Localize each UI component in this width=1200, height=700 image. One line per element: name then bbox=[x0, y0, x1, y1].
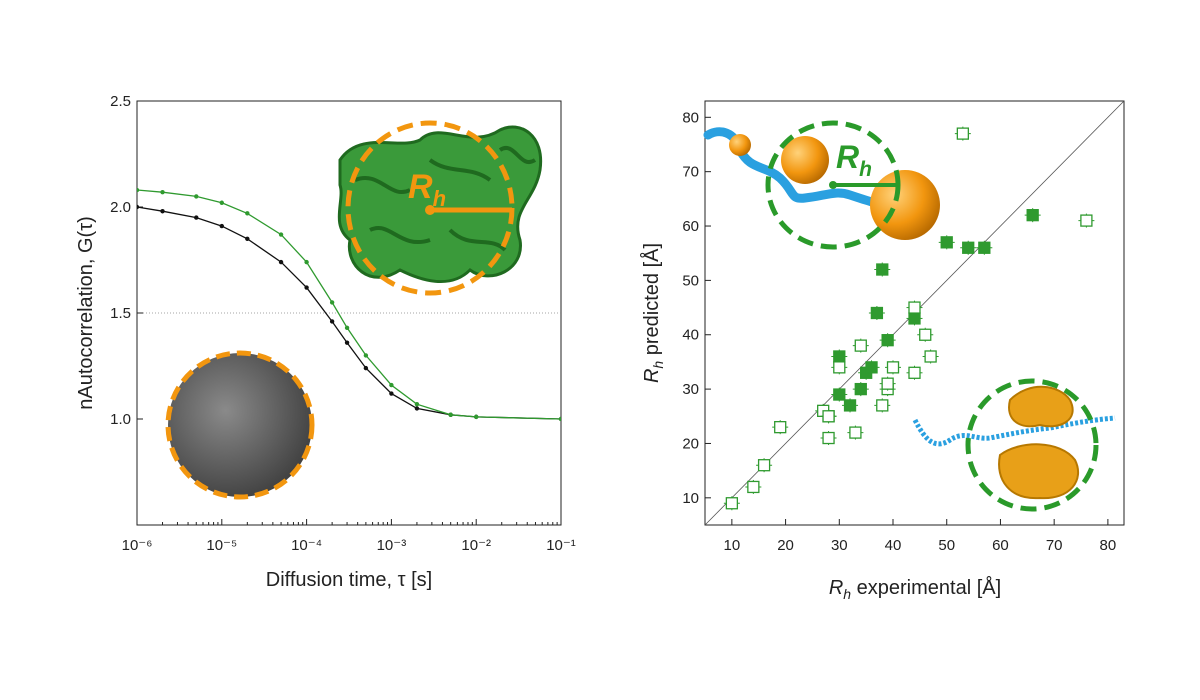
right-y-tick-label: 70 bbox=[682, 164, 699, 181]
data-point-green bbox=[245, 211, 250, 216]
right-rh-label: Rh bbox=[836, 139, 872, 181]
filled-square-point bbox=[876, 263, 889, 276]
right-x-tick-label: 10 bbox=[724, 537, 741, 554]
left-x-tick-label: 10⁻⁵ bbox=[206, 537, 237, 554]
open-square-point bbox=[956, 127, 969, 140]
open-square-point bbox=[1080, 214, 1093, 227]
data-point-green bbox=[363, 353, 369, 358]
open-square-point bbox=[881, 377, 894, 390]
right-y-label-text: Rh predicted [Å] bbox=[640, 243, 666, 383]
right-x-tick-label: 50 bbox=[938, 537, 955, 554]
right-plot-frame bbox=[704, 100, 1125, 526]
open-square-point bbox=[725, 497, 739, 510]
data-point-green bbox=[448, 412, 453, 417]
multidomain-protein-orange-icon bbox=[912, 378, 1116, 512]
right-y-tick-label: 30 bbox=[682, 381, 699, 398]
data-point-black bbox=[245, 236, 250, 241]
data-point-green bbox=[194, 194, 199, 199]
open-square-point bbox=[833, 361, 846, 374]
data-point-black bbox=[219, 223, 224, 229]
right-x-tick-label: 80 bbox=[1100, 537, 1117, 554]
data-point-green bbox=[414, 401, 420, 407]
right-y-tick-label: 60 bbox=[682, 218, 699, 235]
open-square-point bbox=[854, 339, 867, 352]
globular-protein-gray-sphere-icon bbox=[165, 350, 315, 500]
filled-square-point bbox=[833, 350, 846, 363]
filled-square-point bbox=[881, 334, 894, 347]
rh-comparison-chart: 10 20 30 40 50 60 70 80 10 20 30 40 50 60 70 80 Rh Rh e… bbox=[640, 100, 1125, 602]
data-point-green bbox=[160, 189, 165, 195]
right-y-tick-label: 20 bbox=[682, 435, 699, 452]
open-square-point bbox=[822, 431, 835, 445]
left-y-tick-label: 1.0 bbox=[110, 411, 131, 428]
left-x-label: Diffusion time, τ [s] bbox=[266, 569, 432, 591]
data-point-black bbox=[304, 285, 309, 290]
open-square-point bbox=[876, 399, 889, 412]
right-x-tick-label: 60 bbox=[992, 537, 1009, 554]
left-x-tick-label: 10⁻⁴ bbox=[291, 537, 322, 554]
right-x-tick-label: 30 bbox=[831, 537, 848, 554]
polymer-chain-blue-orange-icon: Rh bbox=[703, 120, 940, 250]
right-y-tick-label: 80 bbox=[682, 109, 699, 126]
filled-square-point bbox=[843, 399, 857, 412]
right-y-label: Rh predicted [Å] bbox=[640, 243, 666, 383]
right-y-tick-label: 50 bbox=[682, 272, 699, 289]
filled-square-point bbox=[865, 361, 878, 374]
data-point-green bbox=[389, 382, 394, 388]
data-point-black bbox=[137, 204, 140, 210]
data-point-green bbox=[344, 325, 350, 331]
data-point-green bbox=[278, 232, 284, 237]
right-x-tick-label: 40 bbox=[885, 537, 902, 554]
open-square-point bbox=[919, 328, 932, 341]
data-point-black bbox=[278, 259, 284, 265]
data-point-black bbox=[389, 391, 394, 396]
data-point-green bbox=[329, 300, 335, 305]
data-point-black bbox=[160, 209, 165, 214]
data-point-black bbox=[363, 365, 369, 371]
right-y-tick-label: 40 bbox=[682, 327, 699, 344]
filled-square-point bbox=[870, 306, 884, 320]
left-y-tick-label: 2.0 bbox=[110, 199, 131, 216]
data-point-black bbox=[194, 215, 199, 220]
right-x-label: Rh experimental [Å] bbox=[829, 576, 1001, 602]
open-square-point bbox=[886, 361, 900, 374]
filled-square-point bbox=[962, 241, 975, 254]
fcs-autocorrelation-chart: 10⁻⁶ 10⁻⁵ 10⁻⁴ 10⁻³ 10⁻² 10⁻¹1.01.52.02.5 Rh … bbox=[75, 93, 576, 591]
open-square-point bbox=[908, 301, 921, 314]
disordered-protein-green-surface-icon: Rh bbox=[337, 120, 543, 296]
left-y-label: nAutocorrelation, G(τ) bbox=[75, 216, 97, 410]
open-square-point bbox=[924, 350, 937, 363]
right-x-tick-label: 70 bbox=[1046, 537, 1063, 554]
right-y-tick-label: 10 bbox=[682, 490, 699, 507]
data-point-green bbox=[219, 200, 224, 205]
open-square-point bbox=[747, 480, 760, 494]
filled-square-point bbox=[854, 382, 867, 396]
left-y-tick-label: 2.5 bbox=[110, 93, 131, 110]
data-point-green bbox=[474, 414, 479, 420]
left-x-tick-label: 10⁻³ bbox=[377, 537, 407, 554]
right-x-tick-label: 20 bbox=[777, 537, 794, 554]
right-x-label-text: Rh experimental [Å] bbox=[829, 576, 1001, 602]
open-square-point bbox=[774, 421, 787, 434]
data-point-black bbox=[414, 406, 420, 411]
data-point-green bbox=[137, 187, 140, 193]
filled-square-point bbox=[908, 312, 921, 325]
left-x-tick-label: 10⁻¹ bbox=[546, 537, 576, 554]
filled-square-point bbox=[978, 241, 991, 254]
filled-square-point bbox=[1026, 209, 1039, 222]
filled-square-point bbox=[940, 236, 953, 249]
left-y-tick-label: 1.5 bbox=[110, 305, 131, 322]
filled-square-point bbox=[833, 388, 846, 401]
left-x-tick-label: 10⁻⁶ bbox=[122, 537, 153, 554]
data-point-black bbox=[329, 319, 335, 324]
open-square-point bbox=[757, 459, 771, 472]
open-square-point bbox=[822, 410, 835, 423]
data-point-green bbox=[304, 259, 309, 265]
data-point-black bbox=[344, 340, 350, 345]
open-square-point bbox=[908, 366, 921, 379]
open-square-point bbox=[849, 426, 862, 439]
left-x-tick-label: 10⁻² bbox=[461, 537, 491, 554]
data-point-green bbox=[558, 416, 561, 422]
